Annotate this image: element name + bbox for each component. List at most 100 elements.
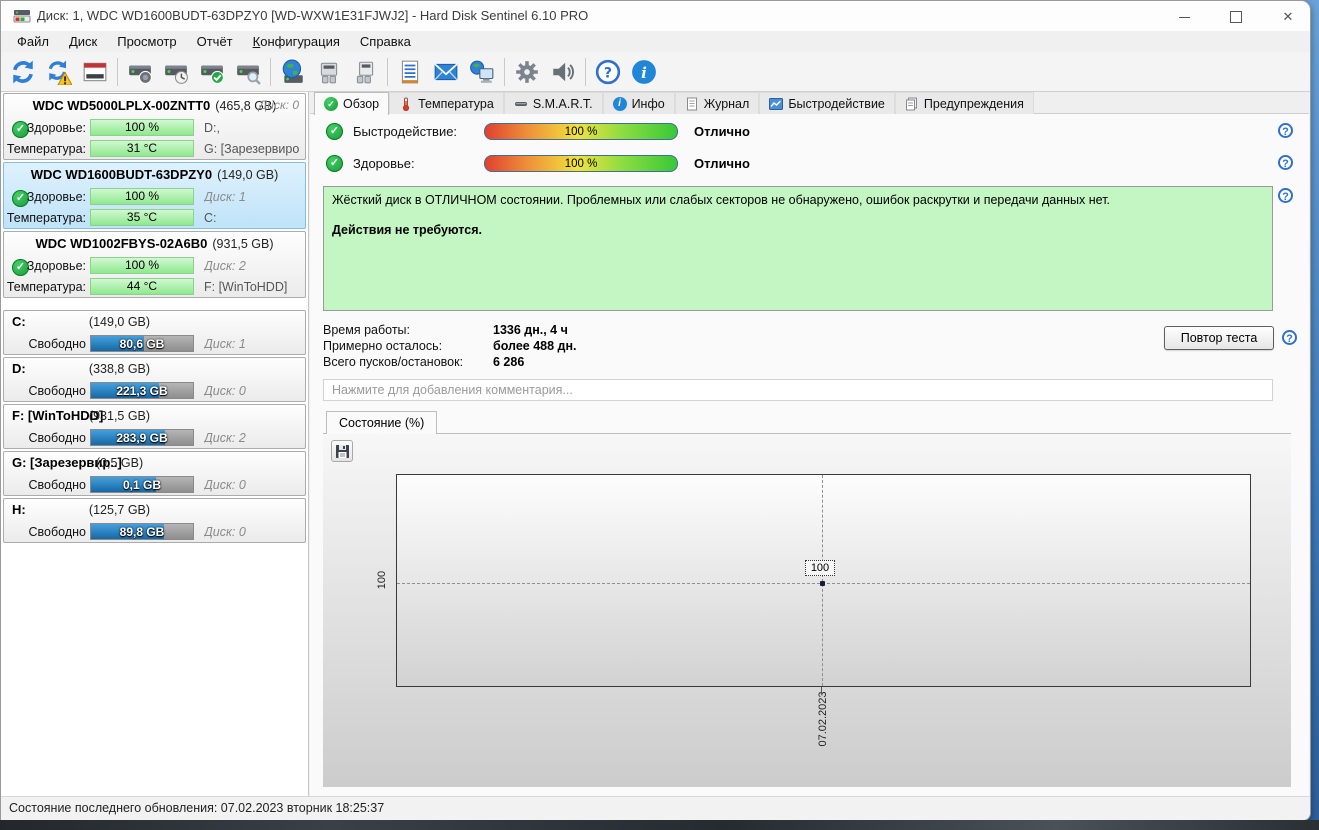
info-icon[interactable]: i — [626, 56, 662, 88]
partition-size: (338,8 GB) — [88, 362, 151, 376]
free-label: Свободно — [28, 477, 86, 492]
disk-model: WDC WD5000LPLX-00ZNTT0 — [32, 98, 211, 113]
stat-label: Время работы: — [323, 323, 410, 337]
free-label: Свободно — [28, 336, 86, 351]
disk-sidebar: WDC WD5000LPLX-00ZNTT0 (465,8 GB) Диск: … — [1, 92, 309, 796]
status-message-box: Жёсткий диск в ОТЛИЧНОМ состоянии. Пробл… — [323, 186, 1273, 311]
drive-letters: D:, — [204, 120, 220, 135]
toolbar-separator — [117, 57, 118, 86]
disk-card-0[interactable]: WDC WD5000LPLX-00ZNTT0 (465,8 GB) Диск: … — [3, 93, 306, 160]
tab-alerts[interactable]: Предупреждения — [894, 92, 1034, 114]
refresh-alert-icon[interactable] — [41, 56, 77, 88]
partition-size: (0,5 GB) — [95, 456, 144, 470]
performance-label: Быстродействие: — [353, 123, 458, 139]
menu-disk[interactable]: Диск — [68, 34, 98, 49]
disk-search-icon[interactable] — [230, 56, 266, 88]
temperature-label: Температура: — [6, 279, 86, 294]
tab-log[interactable]: Журнал — [674, 92, 760, 114]
performance-row: Быстродействие: 100 % Отлично — [326, 122, 750, 140]
data-point — [820, 581, 825, 586]
help-icon[interactable] — [1278, 123, 1293, 138]
main-panel: Обзор Температура S.M.A.R.T. Инфо — [310, 92, 1309, 796]
retest-button[interactable]: Повтор теста — [1164, 326, 1274, 350]
tab-overview[interactable]: Обзор — [314, 92, 390, 115]
tab-temperature[interactable]: Температура — [389, 92, 504, 114]
network-disk-icon[interactable] — [275, 56, 311, 88]
report-icon[interactable] — [77, 56, 113, 88]
disk-card-2[interactable]: WDC WD1002FBYS-02A6B0 (931,5 GB) Здоровь… — [3, 231, 306, 298]
help-icon[interactable] — [1278, 155, 1293, 170]
maximize-button[interactable] — [1213, 1, 1259, 31]
disk-number: Диск: 0 — [204, 524, 246, 539]
journal-icon[interactable] — [392, 56, 428, 88]
toolbar: ? i — [1, 52, 1310, 92]
free-space-bar: 221,3 GB — [90, 382, 194, 399]
disk-card-1-selected[interactable]: WDC WD1600BUDT-63DPZY0 (149,0 GB) Здоров… — [3, 162, 306, 229]
free-label: Свободно — [28, 383, 86, 398]
partition-card-d[interactable]: D: (338,8 GB) Свободно 221,3 GB Диск: 0 — [3, 357, 306, 402]
comment-input[interactable] — [323, 379, 1273, 401]
toolbar-separator — [387, 57, 388, 86]
help-icon[interactable] — [1282, 330, 1297, 345]
check-icon — [324, 97, 338, 111]
status-message: Жёсткий диск в ОТЛИЧНОМ состоянии. Пробл… — [332, 193, 1111, 207]
drive-letters: F: [WinToHDD] — [204, 279, 288, 294]
menu-configuration[interactable]: Конфигурация — [252, 34, 340, 49]
performance-status: Отлично — [694, 123, 750, 139]
health-label: Здоровье: — [26, 258, 86, 273]
free-space-value: 283,9 GB — [116, 431, 168, 445]
menu-report[interactable]: Отчёт — [196, 34, 233, 49]
svg-text:?: ? — [604, 65, 612, 81]
disk-size: (149,0 GB) — [217, 167, 279, 182]
info-icon — [612, 96, 627, 111]
partition-card-c[interactable]: C: (149,0 GB) Свободно 80,6 GB Диск: 1 — [3, 310, 306, 355]
chart-icon — [769, 97, 784, 111]
menu-view[interactable]: Просмотр — [117, 34, 177, 49]
sound-icon[interactable] — [545, 56, 581, 88]
settings-gear-icon[interactable] — [509, 56, 545, 88]
toolbar-separator — [504, 57, 505, 86]
free-space-value: 89,8 GB — [119, 525, 165, 539]
disk-number: Диск: 1 — [204, 189, 246, 204]
partition-card-h[interactable]: H: (125,7 GB) Свободно 89,8 GB Диск: 0 — [3, 498, 306, 543]
mail-icon[interactable] — [428, 56, 464, 88]
health-bar: 100 % — [484, 154, 678, 172]
refresh-icon[interactable] — [5, 56, 41, 88]
disk-schedule-icon[interactable] — [158, 56, 194, 88]
menu-help[interactable]: Справка — [359, 34, 411, 49]
network-monitor-icon[interactable] — [464, 56, 500, 88]
disk-hardware-icon[interactable] — [311, 56, 347, 88]
health-bar: 100 % — [90, 188, 194, 205]
disk-eject-icon[interactable] — [347, 56, 383, 88]
disk-test-icon[interactable] — [122, 56, 158, 88]
disk-number: Диск: 0 — [204, 477, 246, 492]
minimize-button[interactable] — [1161, 1, 1207, 31]
crosshair-vertical — [822, 475, 823, 686]
stat-value: более 488 дн. — [493, 339, 577, 353]
partition-card-g[interactable]: G: [Зарезервир..] (0,5 GB) Свободно 0,1 … — [3, 451, 306, 496]
tab-info[interactable]: Инфо — [602, 92, 675, 114]
stat-label: Примерно осталось: — [323, 339, 443, 353]
health-ok-icon — [12, 259, 29, 276]
tab-performance[interactable]: Быстродействие — [759, 92, 895, 114]
partition-card-f[interactable]: F: [WinToHDD] (931,5 GB) Свободно 283,9 … — [3, 404, 306, 449]
help-icon[interactable] — [1278, 188, 1293, 203]
disk-ok-icon[interactable] — [194, 56, 230, 88]
menu-file[interactable]: Файл — [17, 34, 49, 49]
free-label: Свободно — [28, 430, 86, 445]
disk-number: Диск: 0 — [204, 383, 246, 398]
chart-tab-status[interactable]: Состояние (%) — [326, 411, 438, 434]
temperature-bar: 44 °C — [90, 278, 194, 295]
tab-smart[interactable]: S.M.A.R.T. — [503, 92, 603, 114]
save-chart-button[interactable] — [331, 440, 353, 462]
status-history-plot: 100 — [396, 474, 1251, 687]
temperature-bar: 31 °C — [90, 140, 194, 157]
toolbar-separator — [270, 57, 271, 86]
help-icon[interactable]: ? — [590, 56, 626, 88]
disk-number: Диск: 2 — [204, 258, 246, 273]
close-button[interactable] — [1265, 1, 1310, 31]
free-space-value: 80,6 GB — [119, 337, 165, 351]
partition-name: C: — [12, 314, 26, 329]
health-label: Здоровье: — [26, 120, 86, 135]
